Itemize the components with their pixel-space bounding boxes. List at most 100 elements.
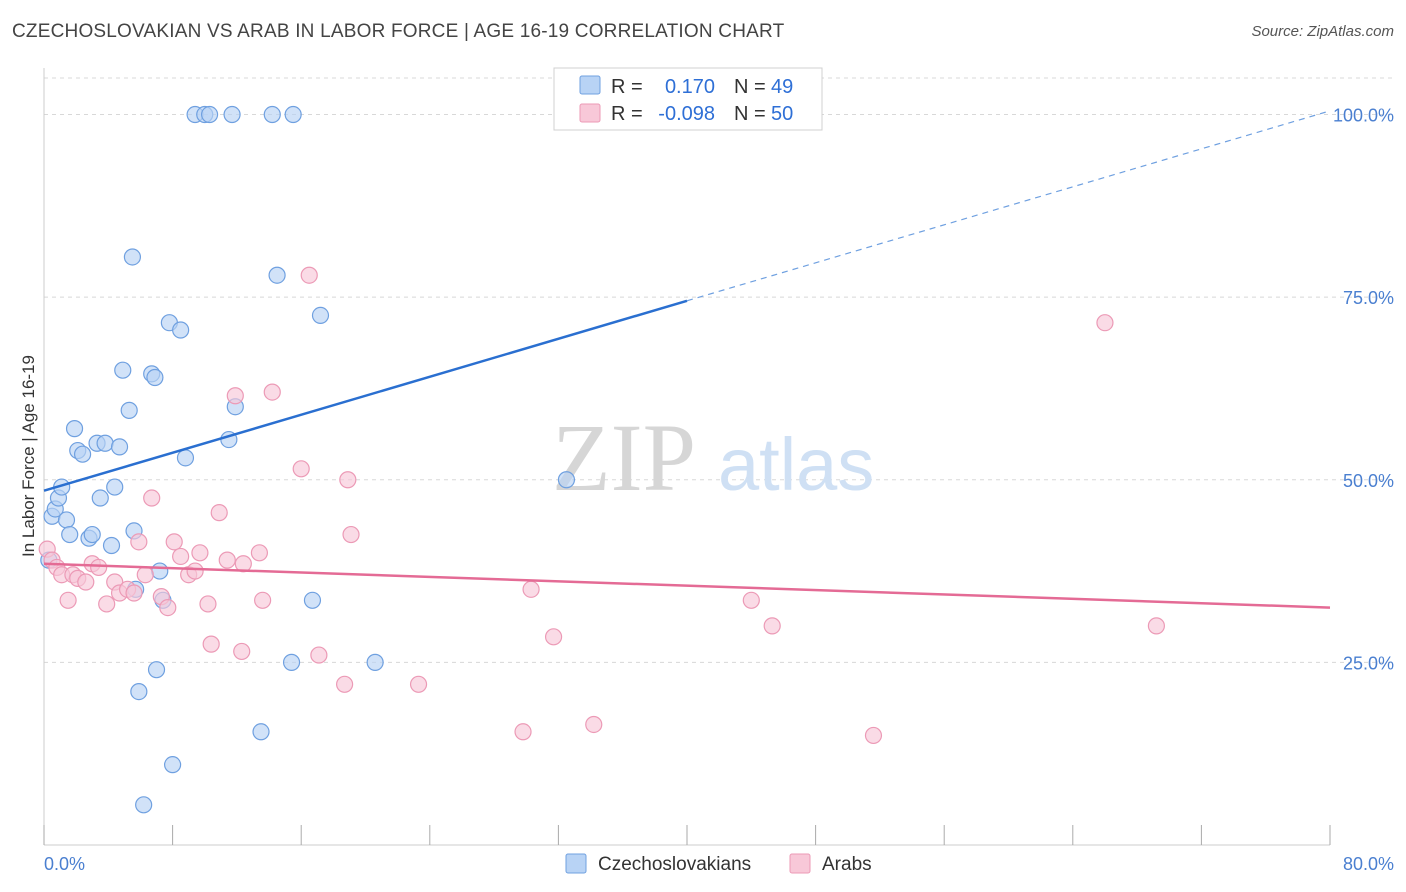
czechoslovakian-point bbox=[284, 105, 302, 124]
x-tick-label-min: 0.0% bbox=[44, 854, 85, 874]
czechoslovakian-point bbox=[252, 723, 270, 741]
arab-point bbox=[254, 591, 272, 609]
watermark-atlas: atlas bbox=[718, 423, 874, 506]
czechoslovakian-trend-extension bbox=[686, 110, 1331, 302]
arab-point bbox=[585, 715, 603, 734]
arab-point bbox=[233, 642, 251, 661]
arab-point bbox=[218, 551, 236, 569]
legend-r-value-1: 0.170 bbox=[665, 76, 715, 98]
czechoslovakian-point bbox=[263, 105, 281, 124]
arab-point bbox=[409, 675, 428, 693]
czechoslovakian-point bbox=[83, 525, 101, 544]
czechoslovakian-point bbox=[106, 478, 124, 496]
legend-swatch-blue bbox=[579, 75, 601, 95]
czechoslovakian-point bbox=[176, 449, 195, 467]
czechoslovakian-point bbox=[147, 661, 166, 679]
arab-point bbox=[191, 544, 209, 562]
arab-point bbox=[336, 675, 354, 693]
arab-point bbox=[339, 471, 357, 489]
czechoslovakian-point bbox=[366, 653, 384, 671]
arab-point bbox=[143, 489, 161, 507]
czechoslovakian-point bbox=[123, 248, 142, 266]
arab-point bbox=[864, 726, 883, 745]
czechoslovakian-point bbox=[61, 525, 79, 544]
arab-point bbox=[130, 533, 148, 551]
czechoslovakian-point bbox=[172, 321, 190, 339]
series-label-czechoslovakians: Czechoslovakians bbox=[598, 854, 751, 875]
czechoslovakian-point bbox=[268, 266, 286, 284]
czechoslovakian-point bbox=[96, 434, 114, 452]
czechoslovakian-point bbox=[282, 653, 301, 671]
arab-point bbox=[136, 566, 154, 584]
arab-point bbox=[292, 460, 310, 478]
legend-r-label-1: R = bbox=[611, 76, 643, 98]
y-axis-label: In Labor Force | Age 16-19 bbox=[19, 355, 38, 557]
series-swatch-czechoslovakians bbox=[565, 853, 587, 874]
czechoslovakian-point bbox=[303, 591, 322, 609]
series-legend: Czechoslovakians Arabs bbox=[565, 853, 872, 875]
legend-n-label-1: N = bbox=[734, 76, 766, 98]
arab-point bbox=[77, 573, 95, 591]
czechoslovakian-point bbox=[146, 368, 164, 387]
czechoslovakian-point bbox=[151, 562, 169, 580]
czechoslovakian-point bbox=[65, 420, 84, 438]
legend-n-label-2: N = bbox=[734, 103, 766, 125]
czechoslovakian-point bbox=[164, 756, 182, 774]
arab-point bbox=[202, 635, 220, 653]
legend-r-value-2: -0.098 bbox=[658, 103, 715, 125]
y-tick-labels: 25.0% 50.0% 75.0% 100.0% bbox=[1333, 106, 1394, 674]
czechoslovakian-point bbox=[91, 489, 109, 507]
y-tick-label: 50.0% bbox=[1343, 471, 1394, 491]
czechoslovakian-point bbox=[557, 471, 576, 489]
stats-legend: R = 0.170 N = 49 R = -0.098 N = 50 bbox=[553, 67, 823, 131]
arab-point bbox=[125, 584, 143, 602]
y-tick-label: 25.0% bbox=[1343, 653, 1394, 673]
x-tick-label-max: 80.0% bbox=[1343, 854, 1394, 874]
arab-point bbox=[172, 547, 190, 566]
chart-title: CZECHOSLOVAKIAN VS ARAB IN LABOR FORCE |… bbox=[12, 21, 785, 42]
arab-point bbox=[544, 628, 563, 646]
arab-point bbox=[514, 723, 532, 741]
legend-r-label-2: R = bbox=[611, 103, 643, 125]
arab-point bbox=[300, 266, 318, 284]
grid-lines bbox=[44, 77, 1392, 663]
arab-point bbox=[159, 598, 177, 617]
watermark: ZIP atlas bbox=[552, 404, 874, 511]
arab-point bbox=[263, 383, 281, 401]
watermark-zip: ZIP bbox=[552, 404, 696, 511]
czechoslovakian-point bbox=[102, 536, 121, 555]
arab-point bbox=[199, 595, 217, 613]
arab-point bbox=[226, 387, 244, 405]
arab-point bbox=[210, 504, 228, 522]
arab-point bbox=[59, 591, 77, 609]
series-swatch-arabs bbox=[789, 853, 811, 874]
czechoslovakian-point bbox=[57, 511, 76, 529]
arab-point bbox=[98, 595, 116, 613]
y-tick-label: 100.0% bbox=[1333, 106, 1394, 126]
arab-point bbox=[1147, 617, 1165, 635]
arab-point bbox=[90, 558, 108, 577]
arab-point bbox=[1096, 314, 1114, 332]
arab-point bbox=[742, 591, 760, 609]
czechoslovakian-point bbox=[73, 445, 92, 463]
y-tick-label: 75.0% bbox=[1343, 288, 1394, 308]
arab-point bbox=[250, 544, 269, 562]
source-credit: Source: ZipAtlas.com bbox=[1251, 23, 1394, 40]
czechoslovakian-point bbox=[200, 105, 219, 124]
legend-swatch-pink bbox=[579, 103, 601, 123]
series-label-arabs: Arabs bbox=[822, 854, 872, 875]
czechoslovakian-point bbox=[120, 401, 138, 419]
czechoslovakian-point bbox=[223, 105, 241, 124]
axes bbox=[43, 68, 1331, 846]
legend-n-value-2: 50 bbox=[771, 103, 793, 125]
trend-lines bbox=[43, 110, 1331, 609]
arab-trend-line bbox=[43, 562, 1331, 609]
czechoslovakian-point bbox=[135, 796, 153, 814]
czechoslovakian-point bbox=[130, 682, 148, 701]
czechoslovakian-point bbox=[110, 438, 129, 456]
czechoslovakian-point bbox=[114, 361, 132, 379]
czechoslovakian-trend-line bbox=[43, 299, 688, 492]
arab-point bbox=[522, 580, 540, 598]
arab-point bbox=[310, 646, 328, 664]
